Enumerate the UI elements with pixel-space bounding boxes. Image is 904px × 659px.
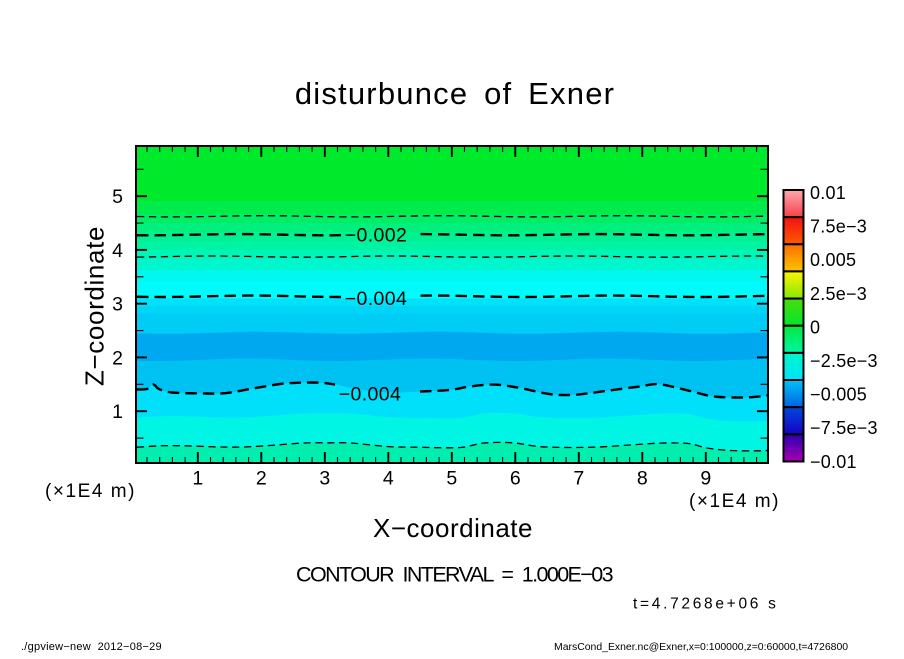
svg-text:−0.005: −0.005 bbox=[810, 385, 867, 405]
svg-text:−0.004: −0.004 bbox=[339, 384, 402, 406]
svg-text:MarsCond_Exner.nc@Exner,x=0:10: MarsCond_Exner.nc@Exner,x=0:100000,z=0:6… bbox=[554, 642, 848, 653]
svg-text:3: 3 bbox=[112, 294, 123, 316]
svg-text:5: 5 bbox=[112, 186, 123, 208]
svg-text:./gpview−new 2012−08−29: ./gpview−new 2012−08−29 bbox=[21, 641, 162, 653]
svg-text:−0.01: −0.01 bbox=[810, 452, 857, 472]
svg-text:2: 2 bbox=[256, 468, 267, 490]
svg-text:4: 4 bbox=[383, 468, 394, 490]
svg-text:1: 1 bbox=[112, 401, 123, 423]
svg-text:1: 1 bbox=[192, 468, 203, 490]
svg-text:(×1E4 m): (×1E4 m) bbox=[689, 491, 780, 512]
svg-text:−2.5e−3: −2.5e−3 bbox=[810, 351, 878, 371]
svg-text:disturbunce of Exner: disturbunce of Exner bbox=[295, 76, 615, 111]
svg-text:7.5e−3: 7.5e−3 bbox=[810, 217, 867, 237]
svg-text:9: 9 bbox=[700, 468, 711, 490]
svg-text:t=4.7268e+06 s: t=4.7268e+06 s bbox=[633, 596, 779, 613]
svg-text:(×1E4 m): (×1E4 m) bbox=[45, 481, 136, 502]
svg-text:0.005: 0.005 bbox=[810, 250, 856, 270]
svg-text:−0.002: −0.002 bbox=[345, 224, 408, 246]
svg-text:8: 8 bbox=[637, 468, 648, 490]
svg-text:5: 5 bbox=[446, 468, 457, 490]
svg-text:CONTOUR INTERVAL = 1.000E−03: CONTOUR INTERVAL = 1.000E−03 bbox=[296, 563, 614, 587]
svg-text:4: 4 bbox=[112, 240, 123, 262]
svg-text:7: 7 bbox=[573, 468, 584, 490]
svg-text:−7.5e−3: −7.5e−3 bbox=[810, 418, 878, 438]
svg-text:6: 6 bbox=[510, 468, 521, 490]
svg-text:0: 0 bbox=[810, 317, 820, 337]
svg-text:0.01: 0.01 bbox=[810, 183, 846, 203]
svg-text:Z−coordinate: Z−coordinate bbox=[80, 226, 110, 386]
svg-text:3: 3 bbox=[319, 468, 330, 490]
svg-text:X−coordinate: X−coordinate bbox=[373, 513, 533, 543]
svg-text:2.5e−3: 2.5e−3 bbox=[810, 284, 867, 304]
svg-text:−0.004: −0.004 bbox=[345, 288, 408, 310]
svg-text:2: 2 bbox=[112, 347, 123, 369]
